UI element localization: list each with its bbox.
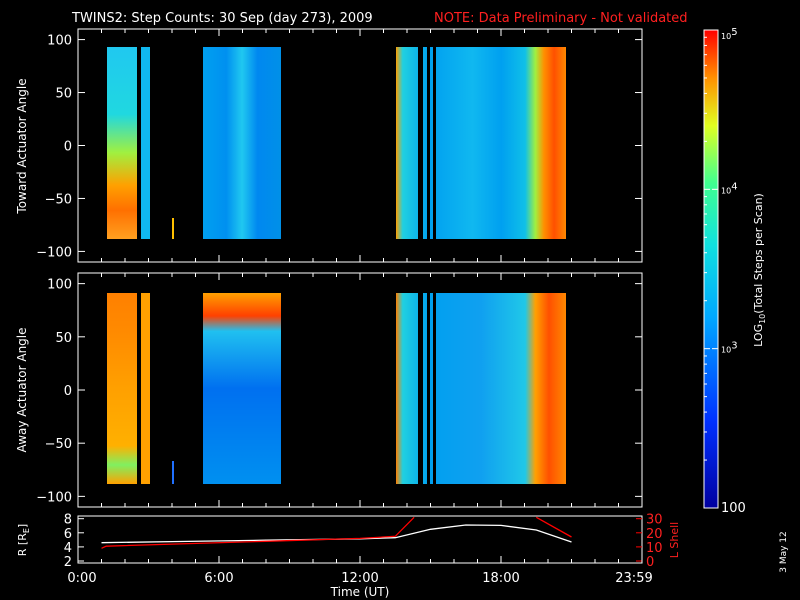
colorbar-tick-exp: 4 — [731, 181, 737, 192]
radius-ytick-label: 2 — [64, 555, 72, 570]
toward-spike — [172, 218, 174, 239]
axis-ticks: 100500−50−100100500−50−100864230201000:0… — [36, 29, 663, 586]
toward-ytick-label: 50 — [55, 87, 72, 102]
time-xtick-label: 6:00 — [204, 571, 233, 586]
away-spike — [172, 461, 174, 484]
colorbar-tick-label: 105 — [721, 27, 738, 41]
lshell-series-line — [101, 516, 572, 549]
radius-series-line — [101, 524, 572, 544]
time-xtick-label: 23:59 — [615, 571, 652, 586]
colorbar-tick-base: 10 — [721, 186, 731, 195]
colorbar-tick-exp: 5 — [731, 27, 737, 38]
colorbar-tick-base: 10 — [721, 32, 731, 41]
toward-ylabel: Toward Actuator Angle — [15, 78, 29, 214]
lshell-ytick-label: 30 — [646, 513, 663, 528]
radius-ylabel-main: R [R — [16, 533, 29, 556]
colorbar-tick-exp: 3 — [731, 341, 737, 352]
time-xlabel: Time (UT) — [330, 585, 390, 599]
colorbar-tick-label: 103 — [721, 341, 738, 355]
time-xtick-label: 12:00 — [341, 571, 378, 586]
away-block-2 — [203, 293, 281, 484]
radius-ytick-label: 6 — [64, 527, 72, 542]
radius-ytick-label: 8 — [64, 513, 72, 528]
time-xtick-label: 18:00 — [482, 571, 519, 586]
toward-gap-2 — [427, 47, 430, 239]
colorbar-tick-label: 104 — [721, 181, 738, 195]
radius-ytick-label: 4 — [64, 541, 72, 556]
toward-gap-3 — [433, 47, 436, 239]
preliminary-note: NOTE: Data Preliminary - Not validated — [434, 11, 688, 26]
away-gap-3 — [433, 293, 436, 484]
away-gap-1 — [418, 293, 423, 484]
colorbar-tick-base: 10 — [721, 346, 731, 355]
away-panel — [77, 272, 643, 508]
radius-ylabel: R [RE] — [16, 524, 31, 556]
away-block-1 — [107, 293, 137, 484]
colorbar-tick-base: 100 — [721, 501, 746, 516]
toward-ytick-label: 0 — [64, 140, 72, 155]
colorbar-label: LOG10(Total Steps per Scan) — [752, 193, 767, 347]
toward-ytick-label: 100 — [47, 34, 72, 49]
toward-ytick-label: −100 — [36, 245, 72, 260]
away-gap-2 — [427, 293, 430, 484]
lshell-ytick-label: 20 — [646, 527, 663, 542]
away-ytick-label: −100 — [36, 490, 72, 505]
away-ylabel: Away Actuator Angle — [15, 327, 29, 452]
toward-block-2 — [203, 47, 281, 239]
orbit-frame — [77, 515, 643, 564]
toward-gap-1 — [418, 47, 423, 239]
toward-block-1 — [107, 47, 137, 239]
radius-ylabel-sub: E — [22, 528, 31, 533]
orbit-panel — [77, 515, 643, 564]
away-block-3 — [396, 293, 566, 484]
colorbar-label-sub: 10 — [758, 314, 767, 324]
colorbar-gradient — [704, 30, 718, 508]
colorbar-label-main: LOG — [752, 324, 765, 347]
time-xtick-label: 0:00 — [67, 571, 96, 586]
lshell-ytick-label: 10 — [646, 541, 663, 556]
away-ytick-label: 0 — [64, 384, 72, 399]
radius-ylabel-end: ] — [16, 524, 29, 528]
away-ytick-label: 100 — [47, 278, 72, 293]
toward-block-3 — [396, 47, 566, 239]
colorbar-label-end: (Total Steps per Scan) — [752, 193, 765, 314]
toward-block-1b — [141, 47, 150, 239]
chart-title: TWINS2: Step Counts: 30 Sep (day 273), 2… — [71, 11, 373, 26]
colorbar-frame — [703, 29, 719, 509]
lshell-ytick-label: 0 — [646, 555, 654, 570]
lshell-ylabel: L Shell — [668, 522, 681, 558]
away-block-1b — [141, 293, 150, 484]
toward-panel — [77, 28, 643, 263]
away-ytick-label: −50 — [45, 437, 72, 452]
date-stamp: 3 May 12 — [779, 531, 789, 573]
away-ytick-label: 50 — [55, 331, 72, 346]
colorbar-tick-label: 100 — [721, 501, 746, 516]
toward-ytick-label: −50 — [45, 192, 72, 207]
